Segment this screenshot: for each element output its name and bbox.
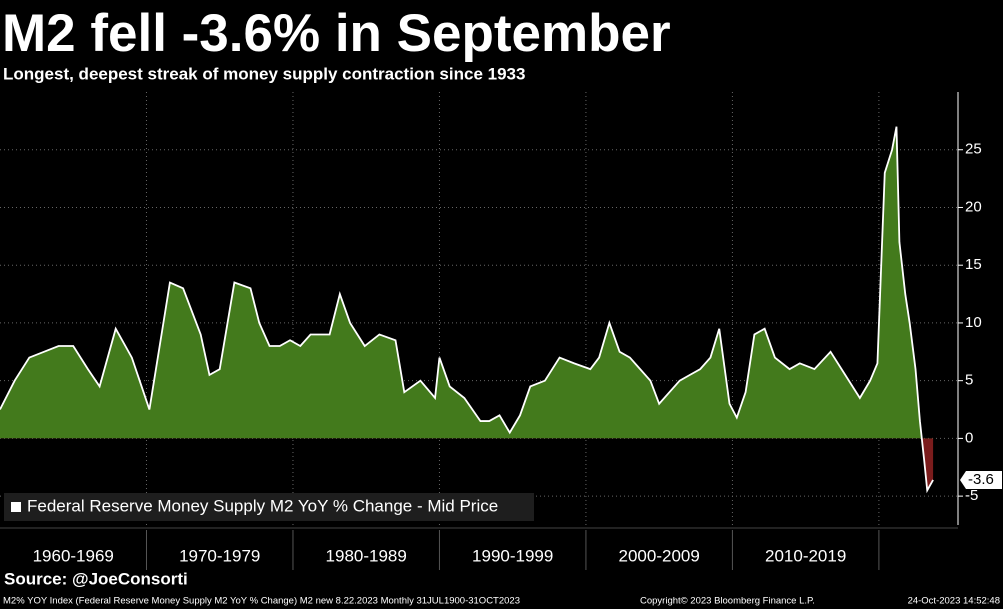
y-tick-label: 0 <box>965 429 973 446</box>
x-period-label: 2000-2009 <box>619 546 700 565</box>
y-tick-label: 5 <box>965 372 973 389</box>
x-period-label: 2010-2019 <box>765 546 846 565</box>
plot-area: -5 0 5 10 15 20 25 1960-1969 1970-1979 1980-1989 1… <box>0 92 1002 570</box>
source: Source: @JoeConsorti <box>4 569 188 588</box>
line <box>0 126 934 494</box>
legend-swatch <box>11 502 21 512</box>
area-positive <box>0 126 922 439</box>
x-period-label: 1980-1989 <box>326 546 407 565</box>
footer-index: M2% YOY Index (Federal Reserve Money Sup… <box>3 596 520 607</box>
chart-title: M2 fell -3.6% in September <box>2 4 671 63</box>
last-value-label: -3.6 <box>968 471 994 488</box>
chart-subtitle: Longest, deepest streak of money supply … <box>3 64 525 83</box>
y-tick-label: -5 <box>965 487 978 504</box>
x-period-label: 1970-1979 <box>179 546 260 565</box>
legend-label: Federal Reserve Money Supply M2 YoY % Ch… <box>27 496 498 515</box>
y-tick-label: 20 <box>965 198 982 215</box>
footer-timestamp: 24-Oct-2023 14:52:48 <box>908 596 1000 607</box>
y-tick-label: 10 <box>965 314 982 331</box>
x-period-label: 1990-1999 <box>472 546 553 565</box>
x-period-label: 1960-1969 <box>33 546 114 565</box>
y-tick-label: 15 <box>965 256 982 273</box>
footer-copyright: Copyright© 2023 Bloomberg Finance L.P. <box>640 596 815 607</box>
last-value-box <box>960 470 1002 489</box>
y-tick-label: 25 <box>965 141 982 158</box>
legend-box <box>4 493 534 521</box>
